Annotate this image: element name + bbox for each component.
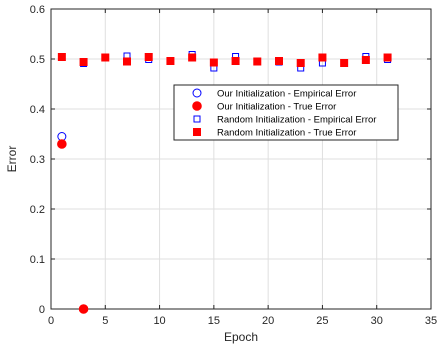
data-point xyxy=(318,53,327,62)
legend-entry-label: Our Initialization - True Error xyxy=(217,102,336,113)
y-axis-ticks: 0 0.1 0.2 0.3 0.4 0.5 0.6 xyxy=(30,4,431,316)
y-tick-label: 0 xyxy=(39,304,45,316)
data-points xyxy=(57,51,392,314)
x-tick-label: 30 xyxy=(371,315,383,327)
legend: Our Initialization - Empirical Error Our … xyxy=(173,84,399,141)
data-point xyxy=(383,53,392,62)
data-point xyxy=(340,59,349,67)
legend-entry-label: Random Initialization - Empirical Error xyxy=(217,115,376,126)
data-point xyxy=(144,53,153,61)
data-point xyxy=(361,56,370,64)
legend-marker xyxy=(192,88,202,98)
y-axis-label: Error xyxy=(5,146,19,173)
y-tick-label: 0.5 xyxy=(30,54,45,66)
data-point xyxy=(253,57,262,66)
data-point xyxy=(231,57,240,65)
x-tick-label: 25 xyxy=(316,315,328,327)
y-tick-label: 0.6 xyxy=(30,4,45,16)
data-point xyxy=(166,57,175,65)
y-tick-label: 0.1 xyxy=(30,254,45,266)
x-tick-label: 20 xyxy=(262,315,274,327)
x-tick-label: 0 xyxy=(48,315,54,327)
data-point xyxy=(79,58,88,66)
legend-marker xyxy=(192,101,202,111)
x-tick-label: 5 xyxy=(102,315,108,327)
data-point xyxy=(57,139,67,149)
x-axis-label: Epoch xyxy=(224,330,258,344)
legend-marker xyxy=(193,128,201,136)
legend-marker xyxy=(193,115,201,123)
y-tick-label: 0.4 xyxy=(30,104,45,116)
data-point xyxy=(188,53,197,62)
data-point xyxy=(123,57,131,66)
data-point xyxy=(209,58,218,67)
x-tick-label: 15 xyxy=(208,315,220,327)
y-tick-label: 0.3 xyxy=(30,154,45,166)
legend-entry-label: Our Initialization - Empirical Error xyxy=(217,89,356,100)
legend-box xyxy=(173,84,399,141)
data-point xyxy=(57,53,66,61)
data-point xyxy=(296,59,305,67)
x-tick-label: 10 xyxy=(153,315,165,327)
data-point xyxy=(275,57,283,65)
legend-entry-label: Random Initialization - True Error xyxy=(217,128,356,139)
data-point xyxy=(101,53,110,62)
x-axis-ticks: 0 5 10 15 20 25 30 35 xyxy=(48,9,437,327)
y-tick-label: 0.2 xyxy=(30,204,45,216)
x-tick-label: 35 xyxy=(425,315,437,327)
data-point xyxy=(78,304,89,314)
